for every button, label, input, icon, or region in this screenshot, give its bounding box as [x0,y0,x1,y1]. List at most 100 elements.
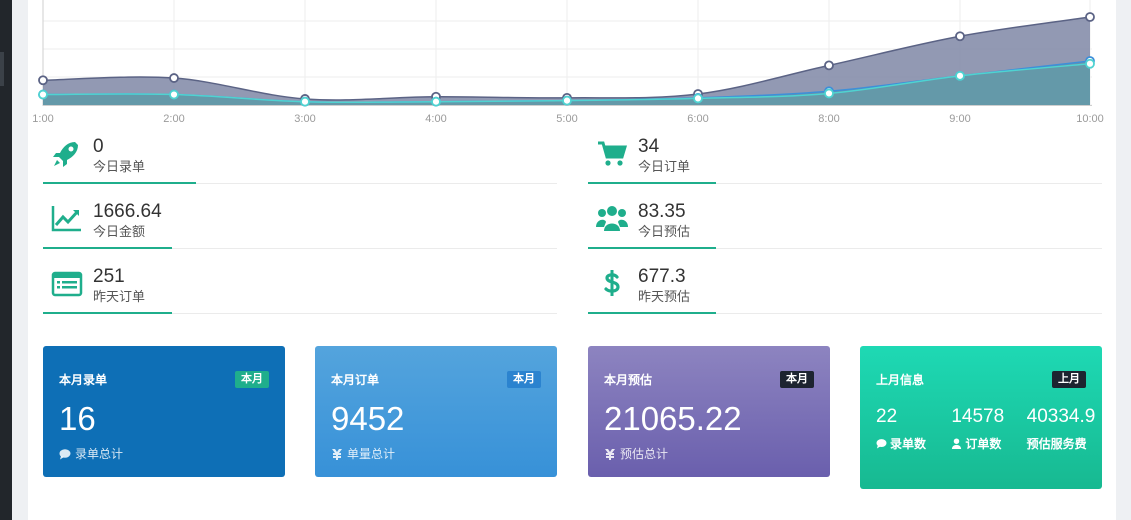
card-footer: 预估总计 [604,445,668,462]
divider [43,183,557,184]
card-column-entries: 22 录单数 [876,406,951,453]
series-2-point-3[interactable] [431,96,441,107]
x-tick-label: 6:00 [687,113,708,125]
stat-yesterday-estimate: 677.3 昨天预估 [588,264,1102,314]
stat-label: 今日预估 [638,224,691,239]
column-label: 录单数 [876,436,938,453]
series-2-point-6[interactable] [824,88,834,99]
dashboard-panel: 1:00 2:00 3:00 4:00 5:00 6:00 8:00 9:00 10:00 0 … [28,0,1116,520]
card-month-estimate: 本月预估 本月 21065.22 预估总计 [588,346,830,477]
divider [588,183,1102,184]
stat-value: 83.35 [638,201,686,222]
series-0-point-7[interactable] [955,31,965,42]
card-footer-label: 预估总计 [620,447,669,461]
series-2-point-1[interactable] [169,89,179,100]
stat-today-amount: 1666.64 今日金额 [43,199,557,249]
card-badge: 本月 [507,371,541,388]
sidebar-strip [0,0,12,520]
column-label: 预估服务费 [1027,436,1089,453]
stat-today-estimate: 83.35 今日预估 [588,199,1102,249]
users-icon [596,206,628,231]
series-0-point-0[interactable] [38,75,48,86]
series-2-point-4[interactable] [562,95,572,106]
stat-accent-bar [588,312,716,314]
card-column-fee: 40334.9 预估服务费 [1027,406,1102,453]
list-icon [51,271,83,297]
series-2-point-0[interactable] [38,89,48,100]
stat-value: 677.3 [638,266,686,287]
x-tick-label: 10:00 [1076,113,1104,125]
stat-accent-bar [43,182,196,184]
column-label-text: 订单数 [965,437,1002,451]
card-footer: 单量总计 [331,445,395,462]
series-2-point-8[interactable] [1085,58,1095,69]
card-title: 本月录单 [59,373,108,387]
column-label-text: 录单数 [890,437,927,451]
stat-label: 今日订单 [638,159,691,174]
card-title: 上月信息 [876,373,925,387]
x-tick-label: 4:00 [425,113,446,125]
dollar-icon [604,270,620,296]
card-badge: 本月 [780,371,814,388]
card-columns: 22 录单数 14578 订单数 40334.9 预估服务费 [876,406,1102,453]
stat-label: 昨天预估 [638,289,691,304]
card-badge: 本月 [235,371,269,388]
stat-today-orders: 34 今日订单 [588,134,1102,184]
stat-today-entries: 0 今日录单 [43,134,557,184]
stat-value: 0 [93,136,104,157]
stat-value: 1666.64 [93,201,162,222]
series-0-area [43,17,1090,105]
card-value: 9452 [331,400,405,437]
divider [43,248,557,249]
x-tick-label: 2:00 [163,113,184,125]
column-value: 40334.9 [1026,406,1096,427]
series-0-point-1[interactable] [169,73,179,83]
user-icon [952,438,962,449]
series-2-point-5[interactable] [693,93,703,104]
stat-label: 昨天订单 [93,289,146,304]
column-value: 14578 [951,406,1005,427]
divider [588,313,1102,314]
x-tick-label: 9:00 [949,113,970,125]
card-title: 本月订单 [331,373,380,387]
rocket-icon [53,142,78,167]
x-tick-label: 3:00 [294,113,315,125]
comment-icon [876,439,887,449]
x-tick-label: 5:00 [556,113,577,125]
series-0-point-8[interactable] [1085,12,1095,22]
stat-accent-bar [43,247,172,249]
cart-icon [598,141,628,166]
series-2-point-2[interactable] [300,96,310,107]
stat-value: 251 [93,266,125,287]
coins-icon [332,448,342,460]
stat-label: 今日金额 [93,224,146,239]
card-footer: 录单总计 [59,445,123,462]
card-footer-label: 单量总计 [347,447,396,461]
stat-accent-bar [43,312,172,314]
stat-accent-bar [588,247,716,249]
x-tick-label: 8:00 [818,113,839,125]
series-0-point-6[interactable] [824,60,834,71]
stat-value: 34 [638,136,660,157]
stat-yesterday-orders: 251 昨天订单 [43,264,557,314]
coins-icon [605,448,615,460]
comment-icon [59,448,71,459]
sidebar-active-tab[interactable] [0,52,4,86]
column-label-text: 预估服务费 [1026,437,1087,451]
series-2-point-7[interactable] [955,70,965,81]
card-title: 本月预估 [604,373,653,387]
divider [43,313,557,314]
divider [588,248,1102,249]
card-footer-label: 录单总计 [75,447,124,461]
hourly-area-chart: 1:00 2:00 3:00 4:00 5:00 6:00 8:00 9:00 10:00 [32,0,1104,125]
card-column-orders: 14578 订单数 [951,406,1026,453]
card-badge: 上月 [1052,371,1086,388]
stat-accent-bar [588,182,716,184]
stat-label: 今日录单 [93,159,146,174]
column-label: 订单数 [951,436,1013,453]
card-value: 21065.22 [604,400,742,437]
column-value: 22 [876,406,898,427]
card-value: 16 [59,400,96,437]
card-month-orders: 本月订单 本月 9452 单量总计 [315,346,557,477]
card-last-month-info: 上月信息 上月 22 录单数 14578 订单数 40334.9 预估服务费 [860,346,1102,489]
